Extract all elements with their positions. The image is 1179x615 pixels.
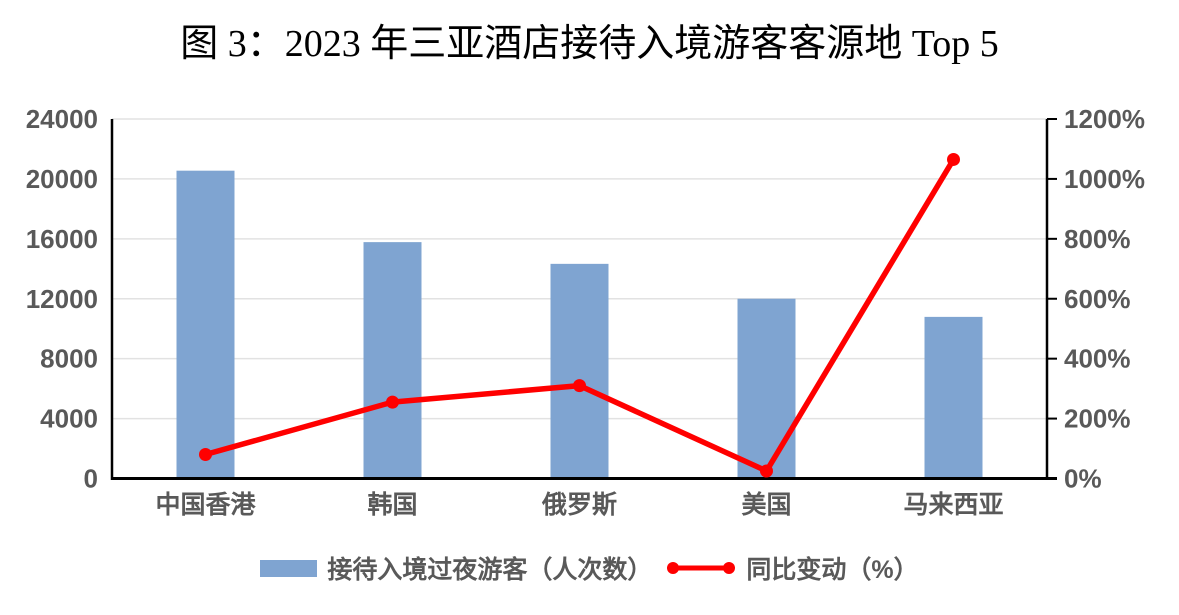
bar-2: [550, 263, 609, 479]
y-axis-left-tick-label: 0: [84, 464, 98, 494]
y-axis-right-tick-label: 400%: [1064, 344, 1131, 374]
x-axis-label-2: 俄罗斯: [541, 491, 617, 519]
bar-series-swatch-icon: [260, 559, 318, 577]
bar-series-label: 接待入境过夜游客（人次数）: [327, 556, 653, 584]
line-point-3: [760, 464, 773, 478]
line-series-label: 同比变动（%）: [746, 556, 919, 584]
y-axis-left-tick-label: 24000: [26, 104, 98, 134]
x-axis-label-4: 马来西亚: [903, 491, 1003, 519]
y-axis-left-tick-label: 4000: [40, 404, 98, 434]
line-point-1: [386, 395, 399, 409]
bar-1: [363, 242, 422, 479]
line-swatch-svg: [667, 562, 736, 574]
y-axis-right-tick-label: 1000%: [1064, 164, 1145, 194]
line-point-4: [947, 152, 960, 166]
legend: 接待入境过夜游客（人次数） 同比变动（%）: [0, 550, 1179, 586]
y-axis-right-tick-label: 800%: [1064, 224, 1131, 254]
legend-item-line-series: 同比变动（%）: [666, 550, 919, 586]
y-axis-right-tick-label: 600%: [1064, 284, 1131, 314]
x-axis-label-3: 美国: [741, 490, 791, 519]
y-axis-left-tick-label: 8000: [40, 344, 98, 374]
bar-4: [924, 316, 983, 479]
chart-title: 图 3：2023 年三亚酒店接待入境游客客源地 Top 5: [180, 23, 999, 65]
y-axis-left-tick-label: 20000: [26, 164, 98, 194]
bar-0: [176, 170, 235, 479]
line-series-swatch-icon: [666, 560, 736, 576]
line-point-2: [573, 379, 586, 393]
y-axis-right-tick-label: 1200%: [1064, 104, 1145, 134]
legend-item-bar-series: 接待入境过夜游客（人次数）: [260, 550, 652, 586]
y-axis-left-tick-label: 16000: [26, 224, 98, 254]
y-axis-left-tick-label: 12000: [26, 284, 98, 314]
bar-3: [737, 298, 796, 479]
y-axis-right-tick-label: 200%: [1064, 404, 1131, 434]
x-axis-label-0: 中国香港: [155, 490, 256, 519]
x-axis-label-1: 韩国: [367, 491, 417, 519]
y-axis-right-tick-label: 0%: [1064, 464, 1102, 494]
line-point-0: [199, 448, 212, 462]
